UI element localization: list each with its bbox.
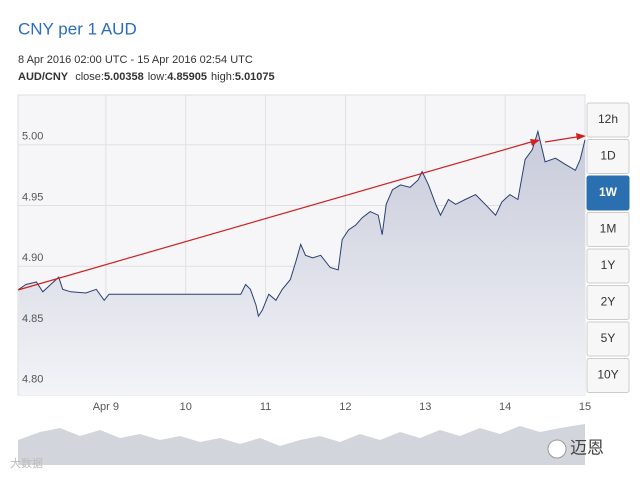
trend-annotation	[17, 133, 586, 291]
y-tick-label: 5.00	[22, 131, 43, 143]
y-tick-label: 4.80	[22, 374, 43, 386]
y-tick-label: 4.85	[22, 313, 43, 325]
stat-value: 5.00358	[104, 71, 144, 83]
button-label[interactable]: 10Y	[597, 368, 618, 382]
arrow-head	[530, 139, 540, 146]
y-tick-label: 4.90	[22, 252, 43, 264]
chart-title: CNY per 1 AUD	[18, 19, 137, 38]
button-bg	[586, 102, 630, 138]
navigator	[18, 424, 585, 465]
x-tick-label: 11	[260, 401, 271, 413]
area	[18, 131, 586, 395]
button-label[interactable]: 5Y	[601, 331, 616, 345]
range-button[interactable]: 1D	[586, 139, 630, 174]
x-tick-label: Apr 9	[93, 401, 119, 413]
arrow-head	[576, 133, 586, 140]
stat-value: 4.85905	[167, 71, 207, 83]
button-bg	[586, 175, 630, 211]
stats-line: AUD/CNY close:5.00358 low:4.85905 high:5.0…	[18, 71, 275, 83]
range-button[interactable]: 1M	[586, 212, 630, 247]
button-label[interactable]: 1D	[600, 149, 616, 163]
range-button[interactable]: 10Y	[586, 358, 630, 393]
pair: AUD/CNY	[18, 71, 69, 83]
button-label[interactable]: 2Y	[601, 295, 616, 309]
watermark-icon	[547, 439, 567, 459]
range-button[interactable]: 1Y	[586, 248, 630, 284]
x-tick-label: 12	[339, 401, 351, 413]
button-bg	[586, 285, 630, 320]
trend-line	[17, 139, 539, 291]
x-tick-label: 14	[499, 401, 511, 413]
y-tick-label: 4.95	[22, 191, 43, 203]
line	[18, 129, 586, 318]
button-label[interactable]: 1M	[600, 222, 617, 236]
x-tick-label: 10	[180, 401, 192, 413]
button-bg	[586, 321, 630, 357]
watermark: 迈恩	[570, 438, 604, 457]
range-button[interactable]: 5Y	[586, 321, 630, 357]
stat-label: low:	[148, 71, 168, 83]
button-bg	[586, 212, 630, 247]
stat-value: 5.01075	[235, 71, 275, 83]
watermark: 大数据	[10, 456, 43, 470]
button-bg	[586, 358, 630, 393]
button-bg	[586, 139, 630, 174]
button-bg	[586, 248, 630, 284]
chart-subtitle: 8 Apr 2016 02:00 UTC - 15 Apr 2016 02:54…	[18, 54, 253, 66]
button-label[interactable]: 1Y	[601, 258, 616, 272]
button-label[interactable]: 12h	[598, 112, 618, 126]
x-tick-label: 13	[419, 401, 431, 413]
stat-label: close:	[75, 71, 104, 83]
range-button[interactable]: 1W	[586, 175, 630, 211]
button-label[interactable]: 1W	[599, 185, 618, 199]
range-button[interactable]: 12h	[586, 102, 630, 138]
range-button[interactable]: 2Y	[586, 285, 630, 320]
stat-label: high:	[211, 71, 235, 83]
x-tick-label: 15	[579, 401, 591, 413]
